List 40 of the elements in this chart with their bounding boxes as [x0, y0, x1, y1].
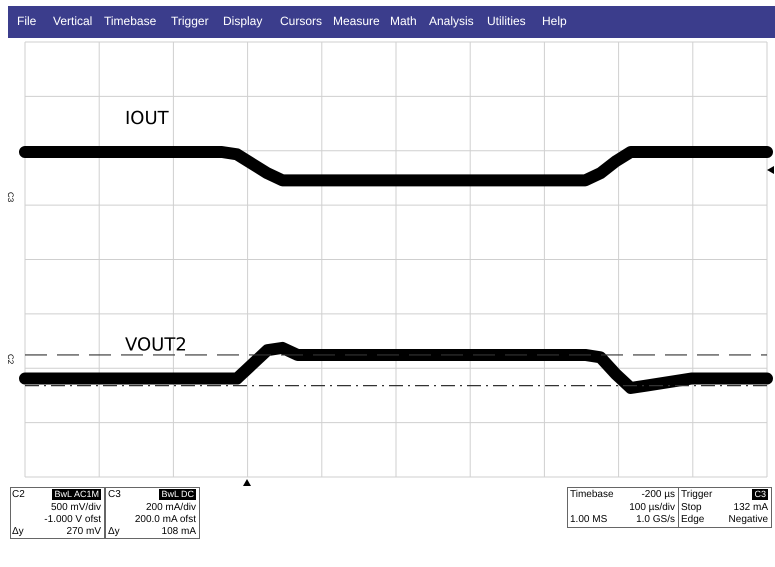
- text: C2: [12, 489, 25, 500]
- text: Vertical: [53, 14, 92, 28]
- text: BwL: [52, 489, 74, 500]
- text: Help: [542, 14, 567, 28]
- text: BwL: [159, 489, 181, 500]
- text: Trigger: [171, 14, 209, 28]
- text: Trigger: [681, 489, 712, 500]
- text: Timebase: [104, 14, 156, 28]
- text: Math: [390, 14, 417, 28]
- text: C2: [5, 354, 16, 364]
- series-label: VOUT2: [125, 334, 187, 356]
- text: 500 mV/div: [50, 502, 101, 513]
- text: -1.000 V ofst: [44, 514, 101, 525]
- text: C3: [108, 489, 121, 500]
- text: Cursors: [280, 14, 322, 28]
- text: Edge: [681, 514, 704, 525]
- text: Δy: [108, 526, 120, 537]
- text: Analysis: [429, 14, 474, 28]
- text: 200 mA/div: [146, 502, 196, 513]
- text: C3: [752, 489, 768, 500]
- text: 200.0 mA ofst: [134, 514, 196, 525]
- text: Measure: [333, 14, 380, 28]
- text: 1.00 MS: [570, 514, 608, 525]
- text: Utilities: [487, 14, 526, 28]
- text: DC: [179, 489, 196, 500]
- text: 108 mA: [162, 526, 196, 537]
- text: 100 µs/div: [629, 502, 675, 513]
- series-label: IOUT: [125, 108, 170, 129]
- text: Timebase: [570, 489, 614, 500]
- text: Stop: [681, 502, 702, 513]
- text: Display: [223, 14, 262, 28]
- text: Negative: [728, 514, 768, 525]
- text: 1.0 GS/s: [636, 514, 675, 525]
- text: 132 mA: [734, 502, 768, 513]
- text: Δy: [12, 526, 24, 537]
- text: -200 µs: [641, 489, 675, 500]
- text: File: [17, 14, 36, 28]
- text: C3: [5, 192, 16, 202]
- text: AC1M: [72, 489, 101, 500]
- text: 270 mV: [66, 526, 101, 537]
